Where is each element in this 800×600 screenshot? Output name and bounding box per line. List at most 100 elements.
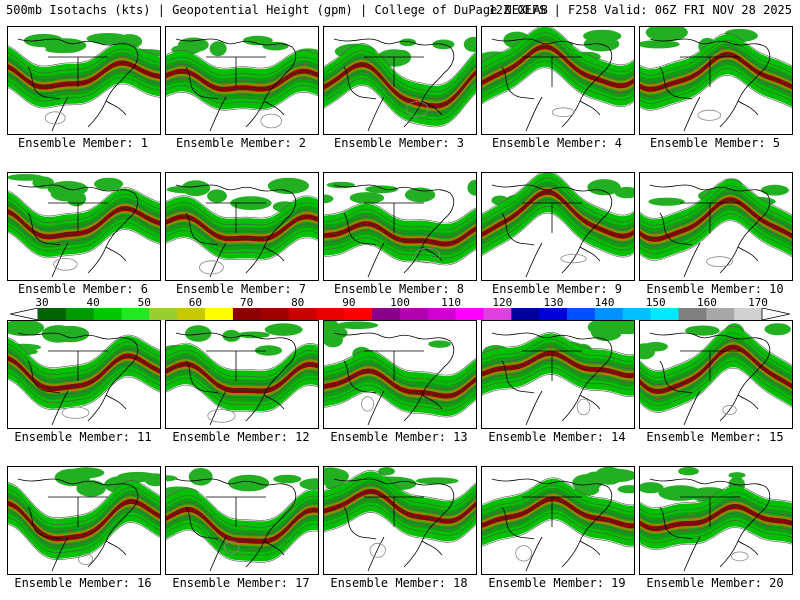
ensemble-panel-2	[165, 26, 319, 135]
map-icon	[166, 177, 318, 278]
map-icon	[8, 321, 160, 426]
colorbar-swatch	[288, 308, 317, 320]
colorbar-swatch	[38, 308, 67, 320]
ensemble-panel-8	[323, 172, 477, 281]
ensemble-panel-5	[639, 26, 793, 135]
colorbar-swatch	[121, 308, 150, 320]
ensemble-panel-19	[481, 466, 635, 575]
colorbar-swatch	[93, 308, 123, 320]
ensemble-member-label: Ensemble Member: 14	[488, 430, 626, 444]
ensemble-member-label: Ensemble Member: 4	[491, 136, 623, 150]
map-icon	[324, 467, 476, 572]
ensemble-panel-14	[481, 320, 635, 429]
colorbar-swatch	[567, 308, 596, 320]
colorbar-swatch	[455, 308, 485, 320]
ensemble-member-label: Ensemble Member: 9	[491, 282, 623, 296]
ensemble-panel-13	[323, 320, 477, 429]
ensemble-panel-20	[639, 466, 793, 575]
colorbar-swatch	[511, 308, 540, 320]
map-icon	[166, 323, 318, 426]
colorbar-label: 110	[441, 296, 462, 309]
map-icon	[166, 468, 318, 572]
ensemble-member-label: Ensemble Member: 16	[14, 576, 152, 590]
ensemble-panel-1	[7, 26, 161, 135]
map-icon	[8, 174, 160, 278]
colorbar-swatch	[65, 308, 95, 320]
map-icon	[8, 467, 160, 572]
colorbar-label: 100	[390, 296, 410, 309]
ensemble-member-label: Ensemble Member: 15	[646, 430, 784, 444]
colorbar-label: 60	[188, 296, 203, 309]
ensemble-panel-9	[481, 172, 635, 281]
colorbar-swatch	[316, 308, 345, 320]
colorbar-swatch	[149, 308, 178, 320]
colorbar-label: 50	[137, 296, 151, 309]
ensemble-member-label: Ensemble Member: 11	[14, 430, 152, 444]
colorbar-label: 120	[492, 296, 513, 309]
colorbar-swatch	[650, 308, 679, 320]
colorbar-swatch	[483, 308, 512, 320]
colorbar-swatch	[622, 308, 652, 320]
ensemble-panel-4	[481, 26, 635, 135]
colorbar-swatch	[400, 308, 429, 320]
colorbar-swatch	[177, 308, 206, 320]
colorbar-swatch	[734, 308, 763, 320]
ensemble-member-label: Ensemble Member: 19	[488, 576, 626, 590]
colorbar-label: 150	[645, 296, 666, 309]
ensemble-member-label: Ensemble Member: 18	[330, 576, 468, 590]
map-icon	[324, 36, 476, 132]
colorbar-swatch	[205, 308, 234, 320]
colorbar-left-arrow	[10, 308, 39, 320]
header-title-right: 12Z GEFS | F258 Valid: 06Z FRI NOV 28 20…	[488, 3, 792, 17]
ensemble-member-label: Ensemble Member: 1	[17, 136, 149, 150]
colorbar-label: 80	[291, 296, 305, 309]
colorbar	[10, 308, 790, 320]
ensemble-panel-7	[165, 172, 319, 281]
ensemble-panel-16	[7, 466, 161, 575]
map-icon	[482, 173, 634, 278]
colorbar-swatch	[706, 308, 735, 320]
ensemble-member-label: Ensemble Member: 5	[649, 136, 781, 150]
ensemble-member-label: Ensemble Member: 6	[17, 282, 149, 296]
map-icon	[640, 178, 792, 278]
colorbar-label: 40	[86, 296, 100, 309]
ensemble-member-label: Ensemble Member: 3	[333, 136, 465, 150]
ensemble-member-label: Ensemble Member: 20	[646, 576, 784, 590]
colorbar-label: 90	[342, 296, 356, 309]
colorbar-swatch	[539, 308, 568, 320]
ensemble-member-label: Ensemble Member: 17	[172, 576, 310, 590]
ensemble-member-label: Ensemble Member: 13	[330, 430, 468, 444]
map-icon	[482, 321, 634, 426]
ensemble-panel-6	[7, 172, 161, 281]
colorbar-swatch	[427, 308, 457, 320]
ensemble-panel-10	[639, 172, 793, 281]
ensemble-panel-3	[323, 26, 477, 135]
header-title-left: 500mb Isotachs (kts) | Geopotential Heig…	[6, 3, 548, 17]
ensemble-panel-17	[165, 466, 319, 575]
map-icon	[640, 323, 792, 426]
colorbar-label: 140	[594, 296, 615, 309]
map-icon	[482, 467, 634, 572]
map-icon	[324, 179, 476, 278]
map-icon	[640, 467, 792, 572]
ensemble-member-label: Ensemble Member: 10	[646, 282, 784, 296]
colorbar-label: 70	[239, 296, 254, 309]
ensemble-member-label: Ensemble Member: 12	[172, 430, 310, 444]
map-icon	[640, 27, 792, 132]
colorbar-swatch	[232, 308, 262, 320]
colorbar-swatch	[372, 308, 401, 320]
ensemble-panel-12	[165, 320, 319, 429]
colorbar-label: 160	[696, 296, 717, 309]
colorbar-swatch	[678, 308, 707, 320]
colorbar-label: 30	[35, 296, 49, 309]
colorbar-label: 130	[543, 296, 564, 309]
ensemble-panel-15	[639, 320, 793, 429]
map-icon	[482, 27, 634, 132]
map-icon	[324, 321, 476, 426]
ensemble-member-label: Ensemble Member: 8	[333, 282, 465, 296]
colorbar-swatch	[344, 308, 373, 320]
map-icon	[8, 33, 160, 132]
ensemble-member-label: Ensemble Member: 2	[175, 136, 307, 150]
ensemble-panel-11	[7, 320, 161, 429]
ensemble-panel-18	[323, 466, 477, 575]
